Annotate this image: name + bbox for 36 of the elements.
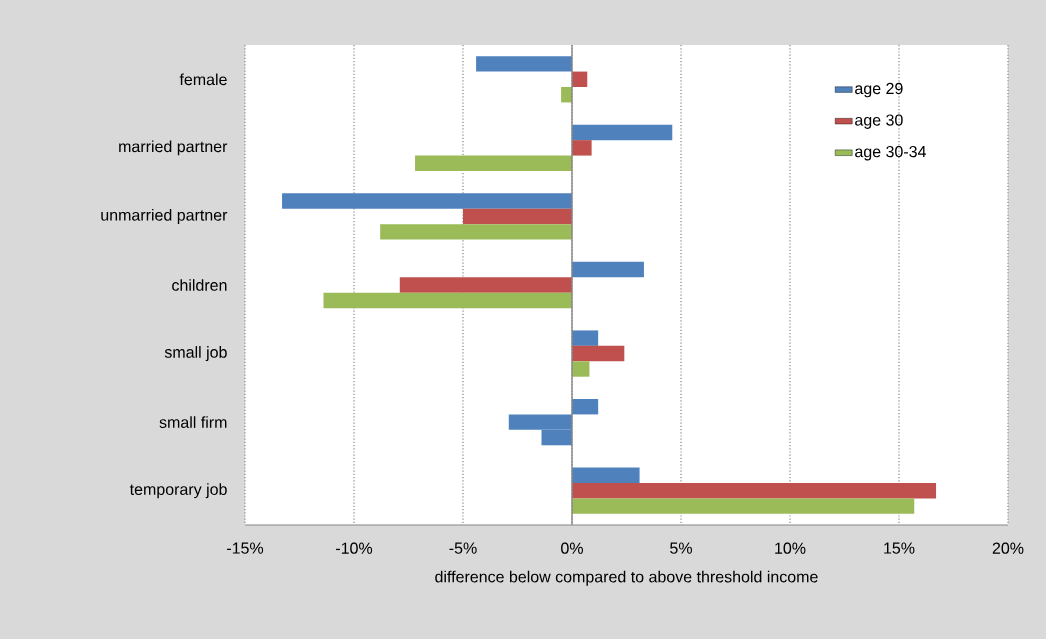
x-tick-label: -15% [227, 542, 264, 554]
bar [572, 261, 644, 278]
legend-label: age 30 [855, 114, 903, 129]
bar [572, 140, 592, 156]
bar [572, 498, 915, 514]
legend-label: age 30-34 [855, 145, 926, 161]
bar [572, 482, 937, 499]
legend-label: age 29 [855, 82, 903, 98]
x-tick-label: -5% [449, 542, 477, 554]
bar [399, 277, 572, 293]
bar [282, 193, 572, 209]
x-axis-title: difference below compared to above threshold income [435, 570, 818, 586]
bar [323, 292, 572, 309]
x-tick-label: 10% [775, 542, 806, 554]
y-tick-label: children [172, 279, 227, 291]
y-tick-label: small firm [159, 416, 227, 429]
y-tick-label: female [179, 73, 227, 86]
bar [476, 56, 572, 72]
y-tick-label: temporary job [129, 483, 227, 499]
x-tick-label: 20% [992, 542, 1024, 554]
y-tick-label: married partner [119, 140, 228, 156]
bar [572, 330, 599, 346]
bar [572, 345, 625, 362]
x-tick-label: -10% [336, 542, 373, 554]
bar [380, 224, 572, 240]
bar [463, 208, 572, 225]
bar [572, 398, 599, 415]
x-tick-label: 5% [670, 542, 692, 554]
bar [572, 124, 673, 141]
y-tick-label: unmarried partner [101, 208, 228, 224]
x-tick-label: 0% [561, 542, 583, 554]
x-tick-label: 15% [884, 542, 915, 554]
bar [572, 361, 590, 377]
bar [415, 155, 572, 171]
y-tick-label: small job [164, 346, 227, 362]
bar [572, 467, 640, 483]
